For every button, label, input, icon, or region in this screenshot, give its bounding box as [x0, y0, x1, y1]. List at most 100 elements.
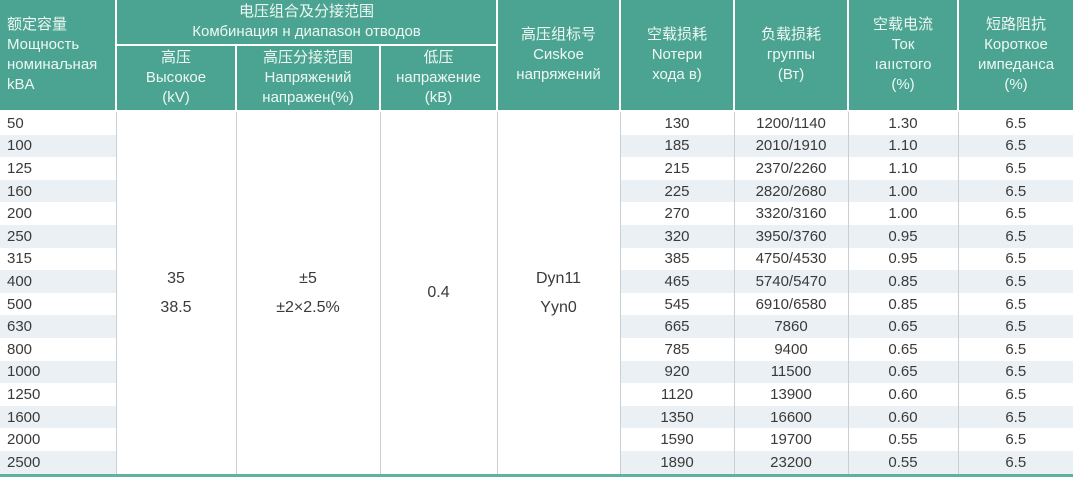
cell-lv-voltage-merged: 0.4 — [380, 111, 498, 475]
cell-capacity: 250 — [0, 224, 117, 248]
cell-no-load-loss: 130 — [620, 111, 735, 135]
cell-vector-group-merged: Dyn11 Yyn0 — [497, 111, 621, 475]
cell-impedance: 6.5 — [958, 360, 1073, 384]
cell-no-load-loss: 185 — [620, 134, 735, 158]
cell-no-load-loss: 545 — [620, 292, 735, 316]
cell-no-load-current: 1.10 — [848, 157, 959, 180]
cell-load-loss: 5740/5470 — [734, 270, 849, 293]
table-row: 315 385 4750/4530 0.95 6.5 — [0, 247, 1073, 271]
cell-no-load-loss: 270 — [620, 202, 735, 225]
cell-capacity: 800 — [0, 337, 117, 361]
cell-no-load-current: 1.30 — [848, 111, 959, 135]
cell-impedance: 6.5 — [958, 134, 1073, 158]
cell-no-load-loss: 1590 — [620, 428, 735, 451]
cell-no-load-loss: 1120 — [620, 383, 735, 406]
header-no-load-loss: 空载损耗 Nотери хода в) — [620, 0, 736, 112]
table-row: 100 185 2010/1910 1.10 6.5 — [0, 134, 1073, 158]
header-voltage-combination-group: 电压组合及分接范围 Комбинация н диапаsон отводов — [116, 0, 499, 46]
table-row: 1600 1350 16600 0.60 6.5 — [0, 405, 1073, 429]
cell-no-load-loss: 320 — [620, 224, 735, 248]
cell-no-load-current: 0.55 — [848, 428, 959, 451]
cell-no-load-current: 0.60 — [848, 383, 959, 406]
cell-impedance: 6.5 — [958, 383, 1073, 406]
cell-no-load-loss: 1890 — [620, 450, 735, 475]
cell-impedance: 6.5 — [958, 224, 1073, 248]
cell-capacity: 1000 — [0, 360, 117, 384]
header-hv-voltage: 高压 Высокое (kV) — [116, 45, 237, 112]
cell-no-load-loss: 215 — [620, 157, 735, 180]
cell-no-load-current: 1.10 — [848, 134, 959, 158]
cell-no-load-current: 0.95 — [848, 247, 959, 271]
cell-load-loss: 3320/3160 — [734, 202, 849, 225]
cell-load-loss: 23200 — [734, 450, 849, 475]
cell-no-load-current: 0.65 — [848, 315, 959, 338]
cell-no-load-loss: 225 — [620, 179, 735, 203]
cell-capacity: 1250 — [0, 383, 117, 406]
table-row: 200 270 3320/3160 1.00 6.5 — [0, 202, 1073, 225]
cell-tap-range-merged: ±5 ±2×2.5% — [236, 111, 381, 475]
cell-no-load-current: 0.60 — [848, 405, 959, 429]
table-row: 50 35 38.5 ±5 ±2×2.5% 0.4 Dyn11 Yyn0 130… — [0, 111, 1073, 475]
cell-impedance: 6.5 — [958, 247, 1073, 271]
cell-impedance: 6.5 — [958, 179, 1073, 203]
cell-no-load-loss: 465 — [620, 270, 735, 293]
cell-impedance: 6.5 — [958, 450, 1073, 475]
header-lv-voltage: 低压 напражение (kB) — [380, 45, 499, 112]
cell-no-load-current: 0.85 — [848, 292, 959, 316]
table-row: 800 785 9400 0.65 6.5 — [0, 337, 1073, 361]
cell-load-loss: 16600 — [734, 405, 849, 429]
table-row: 2000 1590 19700 0.55 6.5 — [0, 428, 1073, 451]
cell-capacity: 400 — [0, 270, 117, 293]
cell-impedance: 6.5 — [958, 337, 1073, 361]
table-row: 500 545 6910/6580 0.85 6.5 — [0, 292, 1073, 316]
cell-capacity: 315 — [0, 247, 117, 271]
cell-no-load-current: 0.65 — [848, 360, 959, 384]
cell-load-loss: 9400 — [734, 337, 849, 361]
cell-load-loss: 11500 — [734, 360, 849, 384]
table-row: 125 215 2370/2260 1.10 6.5 — [0, 157, 1073, 180]
header-capacity: 额定容量 Мощность номинаљная kBA — [0, 0, 117, 112]
cell-capacity: 1600 — [0, 405, 117, 429]
cell-impedance: 6.5 — [958, 405, 1073, 429]
cell-no-load-loss: 1350 — [620, 405, 735, 429]
cell-load-loss: 2370/2260 — [734, 157, 849, 180]
cell-capacity: 160 — [0, 179, 117, 203]
cell-no-load-current: 1.00 — [848, 202, 959, 225]
header-hv-tap-range: 高压分接范围 Напряжений напражен(%) — [236, 45, 381, 112]
cell-impedance: 6.5 — [958, 315, 1073, 338]
cell-no-load-current: 0.95 — [848, 224, 959, 248]
cell-load-loss: 1200/1140 — [734, 111, 849, 135]
cell-load-loss: 2010/1910 — [734, 134, 849, 158]
table-row: 2500 1890 23200 0.55 6.5 — [0, 450, 1073, 475]
table-row: 400 465 5740/5470 0.85 6.5 — [0, 270, 1073, 293]
cell-impedance: 6.5 — [958, 157, 1073, 180]
table-row: 630 665 7860 0.65 6.5 — [0, 315, 1073, 338]
table-row: 160 225 2820/2680 1.00 6.5 — [0, 179, 1073, 203]
cell-capacity: 50 — [0, 111, 117, 135]
cell-no-load-current: 1.00 — [848, 179, 959, 203]
cell-capacity: 100 — [0, 134, 117, 158]
header-load-loss: 负载损耗 группы (Вт) — [734, 0, 850, 112]
cell-no-load-loss: 785 — [620, 337, 735, 361]
cell-load-loss: 2820/2680 — [734, 179, 849, 203]
cell-no-load-loss: 385 — [620, 247, 735, 271]
cell-load-loss: 4750/4530 — [734, 247, 849, 271]
cell-no-load-current: 0.85 — [848, 270, 959, 293]
cell-no-load-loss: 665 — [620, 315, 735, 338]
cell-no-load-current: 0.55 — [848, 450, 959, 475]
cell-no-load-loss: 920 — [620, 360, 735, 384]
cell-load-loss: 7860 — [734, 315, 849, 338]
cell-impedance: 6.5 — [958, 270, 1073, 293]
table-row: 1250 1120 13900 0.60 6.5 — [0, 383, 1073, 406]
cell-impedance: 6.5 — [958, 428, 1073, 451]
cell-load-loss: 3950/3760 — [734, 224, 849, 248]
cell-impedance: 6.5 — [958, 111, 1073, 135]
cell-capacity: 2000 — [0, 428, 117, 451]
header-no-load-current: 空载电流 Ток ıаııстого (%) — [848, 0, 960, 112]
cell-hv-voltage-merged: 35 38.5 — [116, 111, 237, 475]
cell-impedance: 6.5 — [958, 292, 1073, 316]
table-row: 250 320 3950/3760 0.95 6.5 — [0, 224, 1073, 248]
cell-capacity: 200 — [0, 202, 117, 225]
cell-capacity: 630 — [0, 315, 117, 338]
